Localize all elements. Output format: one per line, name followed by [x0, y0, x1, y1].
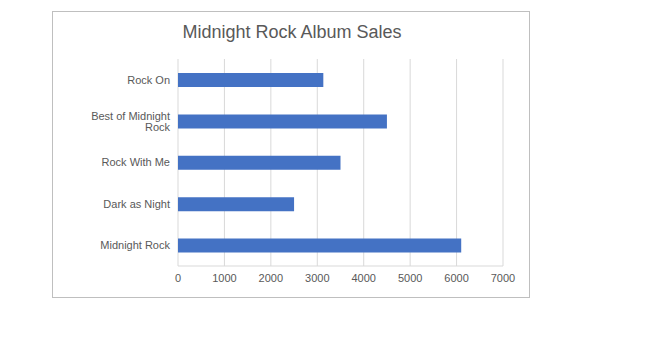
svg-text:Dark as Night: Dark as Night	[103, 198, 170, 210]
svg-text:0: 0	[175, 272, 181, 284]
svg-text:5000: 5000	[398, 272, 422, 284]
svg-text:Rock With Me: Rock With Me	[102, 156, 170, 168]
svg-text:2000: 2000	[259, 272, 283, 284]
svg-text:Midnight Rock: Midnight Rock	[100, 239, 170, 251]
html-text:Midnight Rock Album Sales: Midnight Rock Album Sales	[182, 22, 402, 42]
svg-text:Rock On: Rock On	[127, 74, 170, 86]
svg-text:Best of MidnightRock: Best of MidnightRock	[91, 110, 170, 133]
svg-text:3000: 3000	[305, 272, 329, 284]
svg-text:4000: 4000	[351, 272, 375, 284]
svg-text:6000: 6000	[444, 272, 468, 284]
svg-text:1000: 1000	[212, 272, 236, 284]
svg-text:7000: 7000	[491, 272, 515, 284]
